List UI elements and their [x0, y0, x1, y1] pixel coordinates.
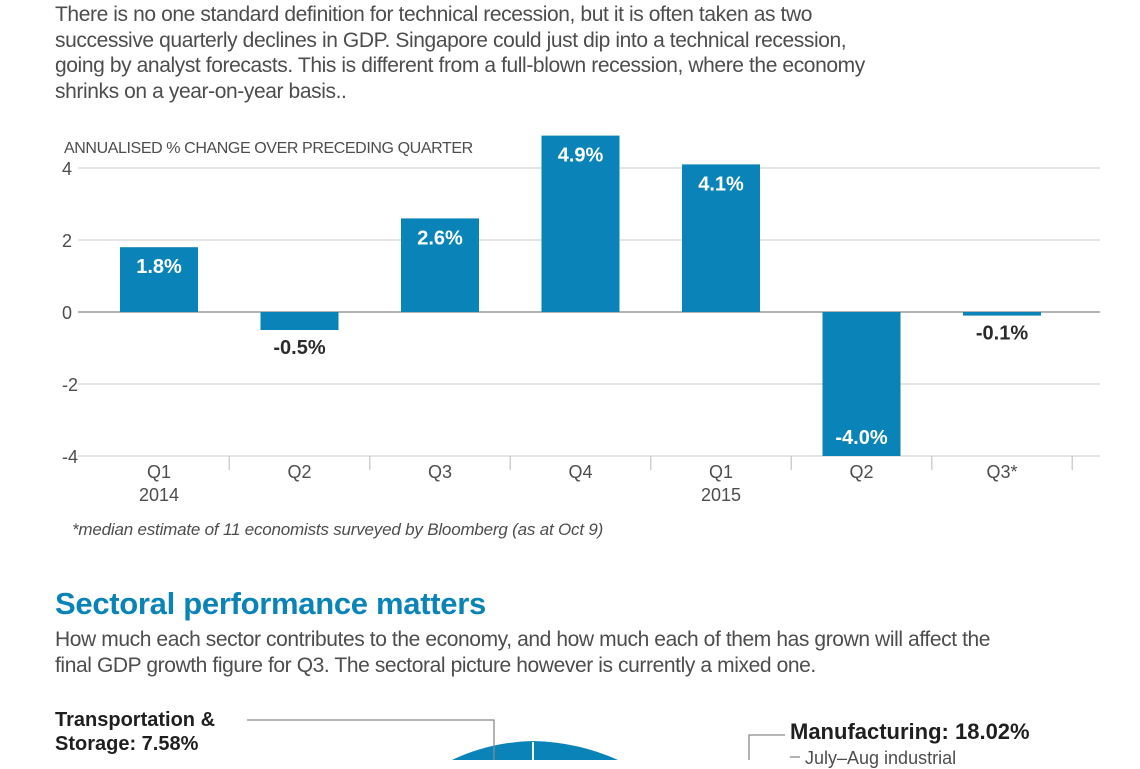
- x-tick-label: Q1: [709, 462, 733, 482]
- gdp-bar-chart: ANNUALISED % CHANGE OVER PRECEDING QUART…: [62, 135, 1100, 505]
- intro-paragraph: There is no one standard definition for …: [55, 3, 865, 103]
- data-label: 2.6%: [417, 227, 463, 249]
- y-tick-label: 4: [62, 159, 72, 179]
- x-tick-label: 2015: [701, 485, 741, 505]
- transport-leader-line: [247, 719, 495, 760]
- data-label: -0.5%: [273, 337, 325, 359]
- sector-label-manufacturing: Manufacturing: 18.02%: [790, 719, 1030, 744]
- section-description-text: How much each sector contributes to the …: [55, 628, 991, 677]
- bar: [822, 312, 901, 456]
- x-tick-label: 2014: [139, 485, 179, 505]
- data-labels: 1.8% -0.5% 2.6% 4.9% 4.1% -4.0% -0.1%: [136, 145, 1028, 449]
- y-tick-label: -2: [62, 375, 78, 395]
- data-label: 1.8%: [136, 256, 182, 278]
- bars: [120, 135, 1041, 456]
- transport-line-1: Transportation &: [55, 709, 216, 731]
- x-tick-label: Q1: [147, 462, 171, 482]
- y-tick-label: -4: [62, 447, 78, 467]
- data-label: 4.1%: [698, 173, 744, 195]
- bar: [682, 164, 760, 312]
- x-axis: Q1 2014 Q2 Q3 Q4 Q1 2015 Q2 Q3*: [139, 456, 1073, 505]
- bar: [120, 247, 198, 312]
- sector-label-transport: Transportation & Storage: 7.58%: [55, 708, 215, 756]
- section-title: Sectoral performance matters: [55, 586, 486, 621]
- x-tick-label: Q3: [428, 462, 452, 482]
- bar: [541, 135, 620, 312]
- transport-line-2: Storage: 7.58%: [55, 733, 199, 755]
- manufacturing-leader-line: [748, 734, 785, 760]
- y-axis-label: ANNUALISED % CHANGE OVER PRECEDING QUART…: [64, 140, 473, 157]
- section-description: How much each sector contributes to the …: [55, 627, 1015, 679]
- x-tick-label: Q2: [849, 462, 873, 482]
- y-tick-label: 2: [62, 231, 72, 251]
- pie-slice-top: [452, 741, 618, 760]
- x-tick-label: Q3*: [986, 462, 1017, 482]
- data-label: -0.1%: [976, 323, 1028, 345]
- intro-text: There is no one standard definition for …: [55, 2, 875, 104]
- chart-footnote: *median estimate of 11 economists survey…: [72, 520, 604, 539]
- bar: [401, 218, 479, 312]
- data-label: 4.9%: [558, 145, 604, 167]
- bar: [260, 312, 339, 330]
- y-axis-ticks: 4 2 0 -2 -4: [62, 159, 78, 467]
- bar: [963, 312, 1041, 316]
- manufacturing-note: July–Aug industrial: [805, 748, 957, 768]
- y-tick-label: 0: [62, 303, 72, 323]
- data-label: -4.0%: [835, 427, 887, 449]
- x-tick-label: Q2: [287, 462, 311, 482]
- x-tick-label: Q4: [568, 462, 592, 482]
